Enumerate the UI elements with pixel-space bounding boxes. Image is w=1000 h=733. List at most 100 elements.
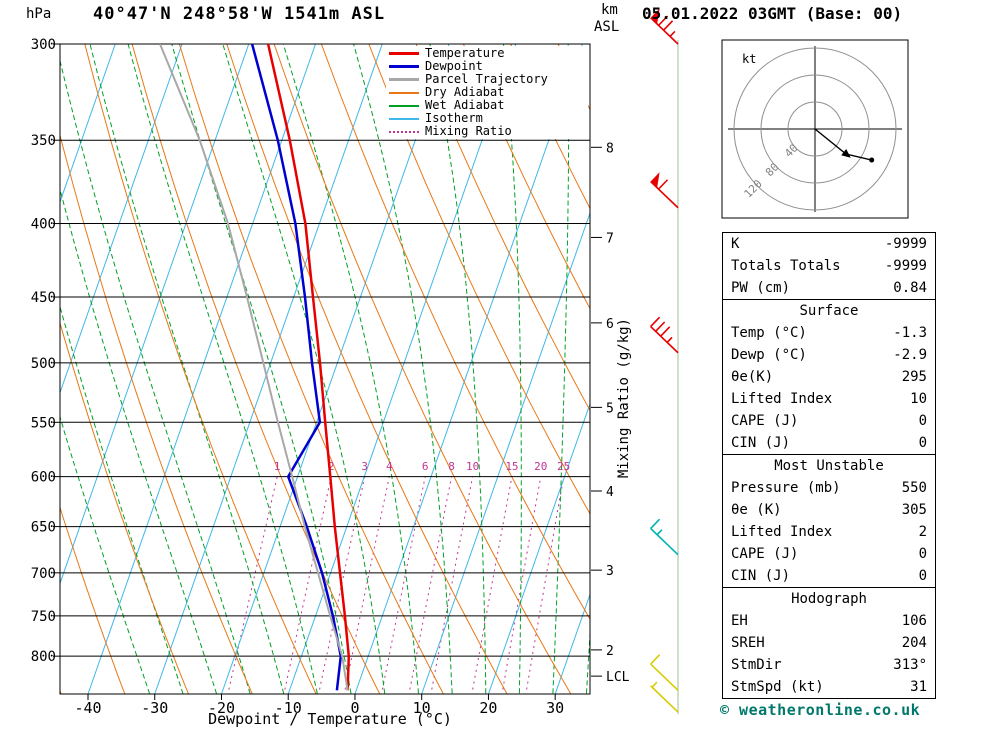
copyright: © weatheronline.co.uk [720, 701, 921, 719]
datetime-title: 05.01.2022 03GMT (Base: 00) [642, 4, 903, 23]
km-tick-label: 7 [606, 231, 614, 246]
legend-item: Parcel Trajectory [386, 73, 588, 86]
wet-adiabat-line [60, 58, 251, 694]
pressure-tick-label: 800 [31, 649, 56, 665]
barb-pennant [650, 8, 660, 24]
isotherm-line [60, 44, 183, 395]
table-row-value: 204 [901, 635, 927, 651]
mixing-ratio-line [501, 476, 542, 694]
isotherm-line [154, 44, 383, 694]
table-row: Dewp (°C) -2.9 [723, 344, 935, 366]
km-tick-label: 3 [606, 564, 614, 579]
hodograph-unit-label: kt [742, 52, 756, 66]
barb-feather [663, 20, 674, 31]
x-axis-label: Dewpoint / Temperature (°C) [208, 710, 452, 728]
table-row-label: CAPE (J) [731, 413, 799, 429]
background-lines [60, 44, 590, 694]
table-row-value: 550 [901, 480, 927, 496]
table-row: CIN (J) 0 [723, 565, 935, 587]
barb-staff [650, 325, 679, 354]
table-row-label: CAPE (J) [731, 546, 799, 562]
isotherm-line [354, 44, 583, 694]
pressure-tick-label: 650 [31, 520, 56, 536]
table-row-value: 0 [918, 413, 927, 429]
pressure-tick-label: 400 [31, 217, 56, 233]
pressure-tick-label: 700 [31, 566, 56, 582]
table-row-label: Totals Totals [731, 258, 841, 274]
mixing-ratio-line [381, 476, 426, 694]
table-row-value: 0 [918, 435, 927, 451]
table-section-header: Hodograph [791, 591, 867, 607]
barb-feather [650, 518, 661, 530]
table-row-value: 0 [918, 546, 927, 562]
table-row-value: 313° [893, 657, 927, 673]
barb-feather [655, 321, 666, 332]
table-row-value: 10 [910, 391, 927, 407]
mixing-ratio-label: 6 [422, 460, 429, 473]
mixing-ratio-label: 3 [361, 460, 368, 473]
barb-feather [660, 326, 671, 337]
table-row-value: -9999 [884, 258, 927, 274]
pressure-tick-label: 750 [31, 609, 56, 625]
mixing-ratio-label: 8 [448, 460, 455, 473]
wet-adiabat-line [429, 44, 487, 694]
pressure-tick-label: 500 [31, 356, 56, 372]
table-row-value: 0.84 [893, 280, 927, 296]
table-row: EH 106 [723, 610, 935, 632]
barb-half-feather [651, 681, 658, 688]
dry-adiabat-line [415, 44, 590, 412]
pressure-tick-label: 350 [31, 133, 56, 149]
wind-barb [650, 172, 679, 209]
table-row-label: CIN (J) [731, 435, 791, 451]
legend-sample-line [389, 104, 419, 107]
legend-item: Dewpoint [386, 60, 588, 73]
legend-label: Dry Adiabat [425, 85, 505, 99]
table-row-value: 295 [901, 369, 927, 385]
temp-tick-label: 20 [479, 699, 497, 717]
legend-label: Dewpoint [425, 59, 483, 73]
table-row-label: SREH [731, 635, 765, 651]
pressure-tick-label: 550 [31, 415, 56, 431]
km-tick-label: 2 [606, 644, 614, 659]
mixing-ratio-axis-label: Mixing Ratio (g/kg) [616, 318, 632, 479]
table-section: Hodograph EH 106 SREH 204 StmDir 313° StmSpd (k… [723, 587, 935, 698]
table-row-label: θe(K) [731, 369, 774, 385]
table-row-label: StmDir [731, 657, 782, 673]
isotherm-line [287, 44, 517, 694]
dry-adiabat-line [60, 321, 189, 694]
table-row: CAPE (J) 0 [723, 543, 935, 565]
table-row-value: -9999 [884, 236, 927, 252]
dry-adiabat-line [273, 44, 572, 694]
barb-feather [650, 654, 661, 665]
pressure-tick-label: 300 [31, 37, 56, 53]
parcel-trajectory-curve [159, 44, 349, 691]
wet-adiabat-line [282, 44, 420, 694]
lcl-label: LCL [606, 670, 630, 685]
table-row-value: -1.3 [893, 325, 927, 341]
dry-adiabat-line [226, 44, 508, 694]
km-tick-label: 8 [606, 141, 614, 156]
station-title: 40°47'N 248°58'W 1541m ASL [93, 4, 386, 24]
table-row-label: CIN (J) [731, 568, 791, 584]
barb-feather [657, 179, 669, 190]
barb-half-feather [666, 336, 673, 343]
table-row: SREH 204 [723, 632, 935, 654]
barb-pennant [650, 172, 660, 188]
legend: Temperature Dewpoint Parcel Trajectory Dry … [386, 46, 588, 139]
barb-staff [650, 663, 679, 691]
isotherm-line [60, 44, 250, 585]
temp-tick-label: -20 [208, 699, 235, 717]
table-row-label: Lifted Index [731, 391, 833, 407]
isotherm-line [221, 44, 450, 694]
legend-sample-line [389, 117, 419, 120]
mixing-ratio-label: 25 [557, 460, 570, 473]
dry-adiabat-line [60, 133, 253, 694]
wet-adiabat-line [60, 304, 184, 694]
dry-adiabat-line [368, 44, 590, 515]
legend-sample-line [389, 65, 419, 68]
isotherm-line [421, 211, 590, 694]
legend-label: Temperature [425, 46, 505, 60]
